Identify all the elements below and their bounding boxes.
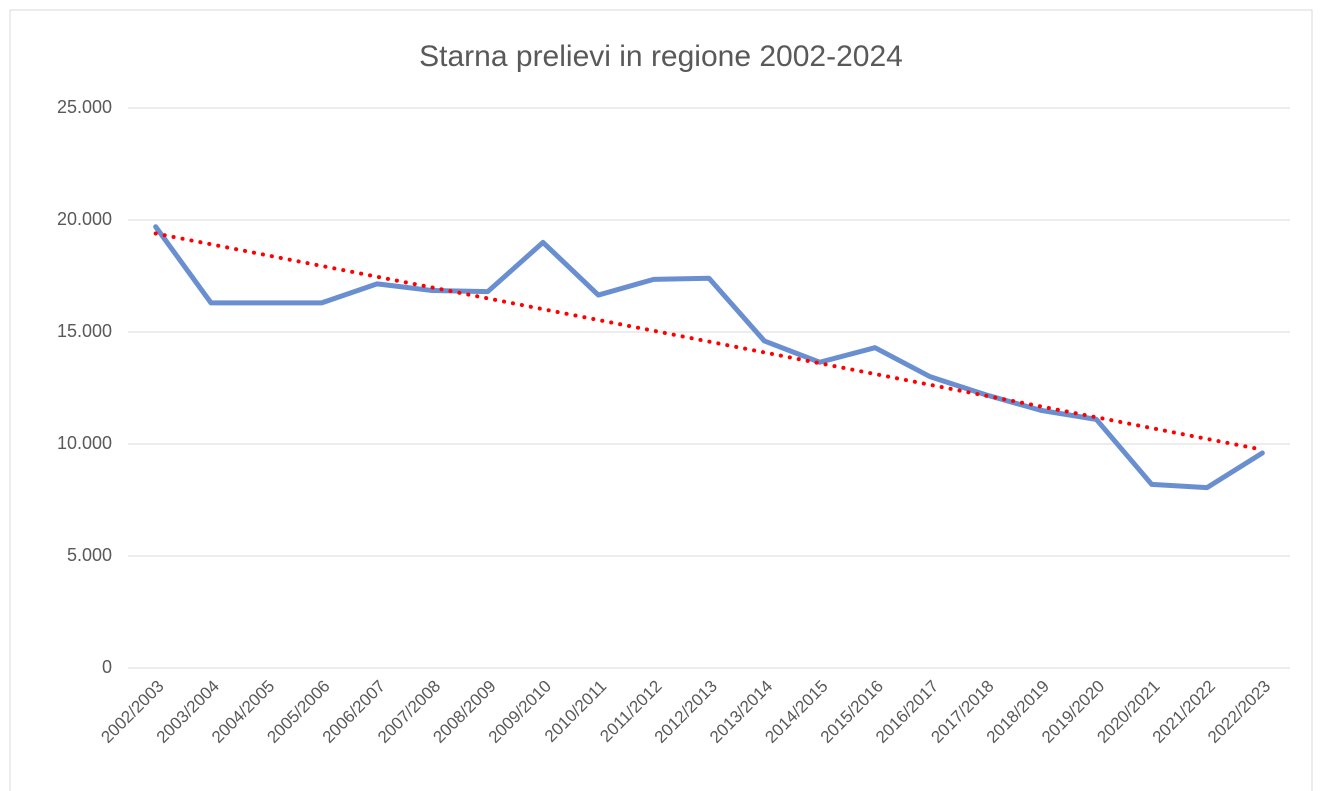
y-tick-label: 10.000: [57, 433, 112, 453]
chart-frame: [9, 9, 1313, 791]
y-tick-label: 0: [102, 657, 112, 677]
y-tick-label: 25.000: [57, 97, 112, 117]
chart-title: Starna prelievi in regione 2002-2024: [419, 40, 903, 73]
y-tick-label: 20.000: [57, 209, 112, 229]
y-tick-label: 5.000: [67, 545, 112, 565]
y-tick-label: 15.000: [57, 321, 112, 341]
line: [153, 224, 1265, 491]
trendline: [153, 231, 1265, 452]
